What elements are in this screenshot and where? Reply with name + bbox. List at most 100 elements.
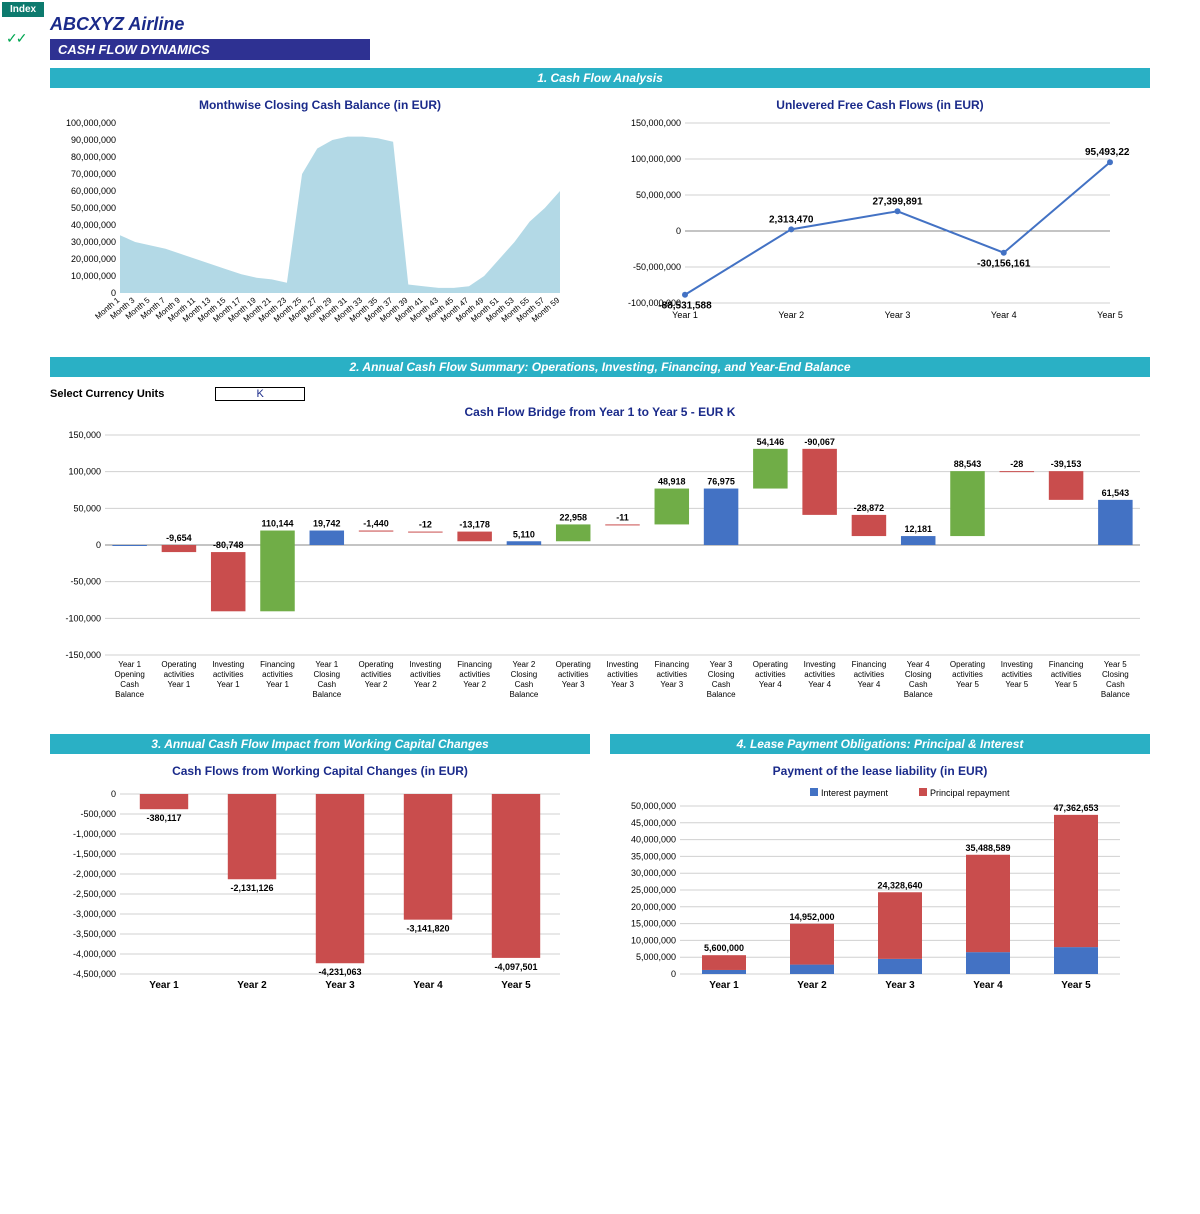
svg-text:-500,000: -500,000 (80, 809, 116, 819)
svg-text:0: 0 (671, 969, 676, 979)
svg-text:60,000,000: 60,000,000 (71, 186, 116, 196)
chart-working-capital: -4,500,000-4,000,000-3,500,000-3,000,000… (50, 784, 570, 994)
svg-text:Year 5: Year 5 (501, 980, 531, 991)
svg-text:Year 3: Year 3 (885, 980, 915, 991)
svg-text:76,975: 76,975 (707, 477, 735, 487)
svg-text:Cash: Cash (120, 680, 139, 689)
svg-text:-4,097,501: -4,097,501 (494, 962, 537, 972)
svg-text:activities: activities (607, 670, 638, 679)
svg-text:Operating: Operating (753, 660, 788, 669)
svg-text:activities: activities (656, 670, 687, 679)
svg-text:Balance: Balance (115, 690, 144, 699)
svg-text:0: 0 (111, 789, 116, 799)
svg-text:30,000,000: 30,000,000 (631, 868, 676, 878)
chart-unlevered-fcf: Unlevered Free Cash Flows (in EUR) -100,… (610, 98, 1150, 351)
svg-text:5,110: 5,110 (513, 529, 535, 539)
svg-text:100,000,000: 100,000,000 (631, 154, 681, 164)
svg-text:150,000,000: 150,000,000 (631, 118, 681, 128)
svg-text:Cash: Cash (515, 680, 534, 689)
svg-text:-80,748: -80,748 (213, 540, 244, 550)
svg-text:-4,231,063: -4,231,063 (318, 967, 361, 977)
svg-text:Closing: Closing (511, 670, 538, 679)
svg-text:Year 1: Year 1 (118, 660, 141, 669)
svg-text:40,000,000: 40,000,000 (71, 220, 116, 230)
svg-text:15,000,000: 15,000,000 (631, 919, 676, 929)
svg-text:20,000,000: 20,000,000 (631, 902, 676, 912)
svg-text:Year 3: Year 3 (562, 680, 585, 689)
svg-text:90,000,000: 90,000,000 (71, 135, 116, 145)
svg-text:Cash: Cash (712, 680, 731, 689)
svg-text:-380,117: -380,117 (146, 813, 181, 823)
svg-text:activities: activities (459, 670, 490, 679)
svg-text:-3,000,000: -3,000,000 (73, 909, 116, 919)
svg-text:Operating: Operating (359, 660, 394, 669)
svg-text:45,000,000: 45,000,000 (631, 818, 676, 828)
svg-text:Cash: Cash (909, 680, 928, 689)
svg-text:Year 4: Year 4 (858, 680, 881, 689)
svg-text:35,488,589: 35,488,589 (965, 843, 1010, 853)
svg-text:100,000: 100,000 (68, 467, 101, 477)
index-tab[interactable]: Index (2, 2, 44, 17)
svg-text:Year 1: Year 1 (217, 680, 240, 689)
svg-text:Year 2: Year 2 (778, 310, 804, 320)
svg-text:Investing: Investing (1001, 660, 1033, 669)
svg-text:5,600,000: 5,600,000 (704, 943, 744, 953)
svg-text:35,000,000: 35,000,000 (631, 851, 676, 861)
svg-text:-50,000: -50,000 (70, 577, 101, 587)
svg-text:activities: activities (755, 670, 786, 679)
svg-text:-13,178: -13,178 (459, 520, 490, 530)
company-title: ABCXYZ Airline (50, 14, 1150, 35)
svg-text:Investing: Investing (804, 660, 836, 669)
svg-text:19,742: 19,742 (313, 519, 341, 529)
svg-text:70,000,000: 70,000,000 (71, 169, 116, 179)
svg-text:Year 4: Year 4 (808, 680, 831, 689)
svg-text:14,952,000: 14,952,000 (789, 912, 834, 922)
svg-text:Balance: Balance (904, 690, 933, 699)
svg-text:Year 3: Year 3 (710, 660, 733, 669)
svg-text:Financing: Financing (260, 660, 295, 669)
svg-text:20,000,000: 20,000,000 (71, 254, 116, 264)
svg-text:27,399,891: 27,399,891 (872, 196, 922, 207)
svg-text:Cash: Cash (1106, 680, 1125, 689)
svg-text:5,000,000: 5,000,000 (636, 952, 676, 962)
svg-text:Year 1: Year 1 (315, 660, 338, 669)
svg-text:30,000,000: 30,000,000 (71, 237, 116, 247)
svg-text:22,958: 22,958 (559, 512, 587, 522)
svg-text:-100,000: -100,000 (65, 613, 101, 623)
svg-text:Principal repayment: Principal repayment (930, 788, 1010, 798)
svg-text:-2,131,126: -2,131,126 (230, 883, 273, 893)
svg-text:-1,000,000: -1,000,000 (73, 829, 116, 839)
svg-text:Financing: Financing (1049, 660, 1084, 669)
svg-text:Closing: Closing (905, 670, 932, 679)
svg-text:Investing: Investing (212, 660, 244, 669)
svg-text:54,146: 54,146 (757, 437, 785, 447)
check-marks: ✓✓ (6, 30, 25, 47)
chart-lease-title: Payment of the lease liability (in EUR) (610, 764, 1150, 778)
svg-text:-50,000,000: -50,000,000 (633, 262, 681, 272)
svg-text:47,362,653: 47,362,653 (1053, 803, 1098, 813)
chart-monthly-closing: Monthwise Closing Cash Balance (in EUR) … (50, 98, 590, 351)
svg-text:Year 1: Year 1 (266, 680, 289, 689)
svg-text:61,543: 61,543 (1102, 488, 1130, 498)
svg-text:Balance: Balance (707, 690, 736, 699)
svg-text:-4,500,000: -4,500,000 (73, 969, 116, 979)
chart-lease: 05,000,00010,000,00015,000,00020,000,000… (610, 784, 1130, 994)
svg-text:activities: activities (1001, 670, 1032, 679)
currency-select[interactable]: K (215, 387, 305, 401)
svg-text:Closing: Closing (1102, 670, 1129, 679)
svg-text:Interest payment: Interest payment (821, 788, 889, 798)
svg-text:Year 2: Year 2 (237, 980, 267, 991)
svg-text:100,000,000: 100,000,000 (66, 118, 116, 128)
svg-text:Financing: Financing (457, 660, 492, 669)
svg-text:10,000,000: 10,000,000 (71, 271, 116, 281)
svg-text:Operating: Operating (556, 660, 591, 669)
svg-text:0: 0 (676, 226, 681, 236)
svg-text:Financing: Financing (852, 660, 887, 669)
svg-text:-39,153: -39,153 (1051, 459, 1082, 469)
svg-text:80,000,000: 80,000,000 (71, 152, 116, 162)
svg-text:activities: activities (854, 670, 885, 679)
svg-text:Year 1: Year 1 (168, 680, 191, 689)
svg-text:-2,500,000: -2,500,000 (73, 889, 116, 899)
svg-text:activities: activities (804, 670, 835, 679)
svg-text:-1,440: -1,440 (363, 519, 389, 529)
